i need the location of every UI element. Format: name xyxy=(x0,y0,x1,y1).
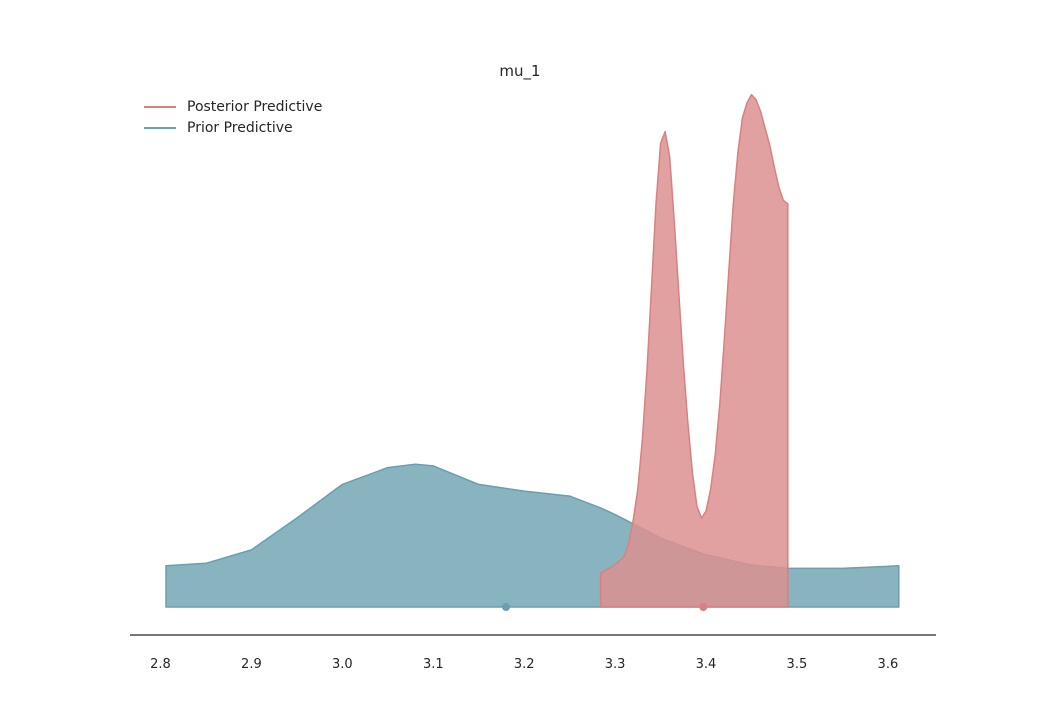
x-tick-label: 3.2 xyxy=(514,657,535,672)
x-tick-label: 3.0 xyxy=(332,657,353,672)
legend-label-prior: Prior Predictive xyxy=(187,119,293,136)
chart-title: mu_1 xyxy=(499,62,541,80)
legend-item-prior: Prior Predictive xyxy=(144,117,322,138)
legend: Posterior Predictive Prior Predictive xyxy=(144,96,322,138)
point-estimate-posterior xyxy=(699,603,708,611)
legend-swatch-prior xyxy=(144,126,176,129)
point-estimate-prior xyxy=(502,603,510,611)
density-areas xyxy=(165,93,900,608)
x-tick-label: 2.8 xyxy=(150,657,171,672)
legend-item-posterior: Posterior Predictive xyxy=(144,96,322,117)
point-estimates xyxy=(502,603,708,611)
density-area-prior xyxy=(165,463,900,608)
legend-swatch-posterior xyxy=(144,105,176,108)
legend-label-posterior: Posterior Predictive xyxy=(187,98,323,115)
x-tick-label: 2.9 xyxy=(241,657,262,672)
x-tick-label: 3.1 xyxy=(423,657,444,672)
density-area-posterior xyxy=(599,93,789,608)
x-tick-label: 3.3 xyxy=(605,657,626,672)
x-tick-label: 3.6 xyxy=(878,657,899,672)
x-tick-label: 3.5 xyxy=(787,657,808,672)
x-tick-labels: 2.8 2.9 3.0 3.1 3.2 3.3 3.4 3.5 3.6 xyxy=(150,657,898,672)
x-tick-label: 3.4 xyxy=(696,657,717,672)
